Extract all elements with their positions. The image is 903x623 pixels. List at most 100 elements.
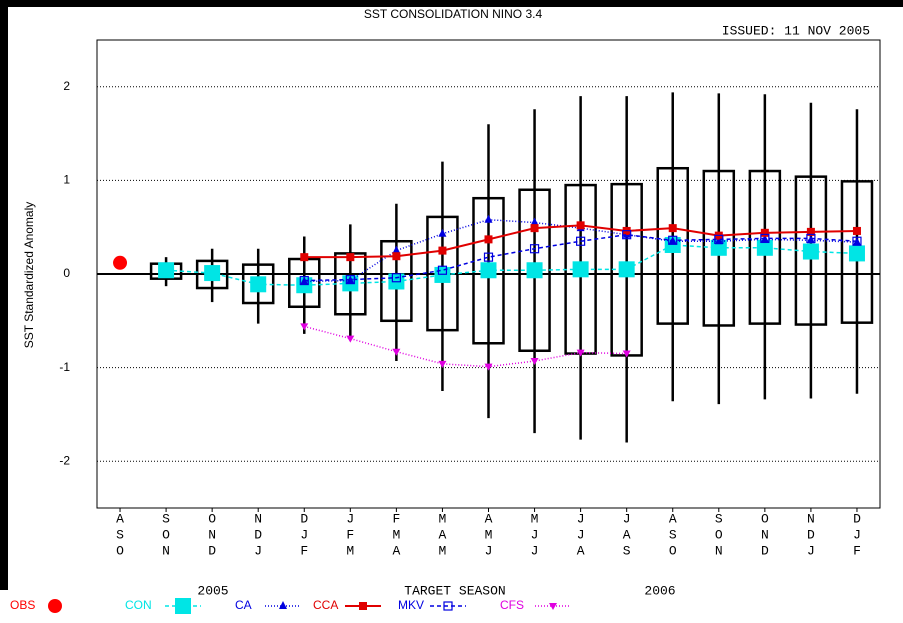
data-point (852, 236, 862, 246)
x-tick-label: D (761, 543, 769, 558)
x-tick-label: D (254, 527, 262, 542)
chart-title: SST CONSOLIDATION NINO 3.4 (364, 7, 543, 21)
data-point (714, 236, 723, 245)
x-tick-label: O (669, 543, 677, 558)
data-point (668, 224, 677, 233)
legend-marker (549, 603, 557, 610)
data-point (714, 234, 724, 244)
x-tick-label: M (531, 511, 539, 526)
data-point (438, 228, 447, 237)
x-tick-label: A (439, 527, 447, 542)
x-tick-label: J (346, 511, 354, 526)
legend-marker (48, 599, 62, 613)
data-point (806, 235, 815, 244)
data-point (760, 233, 770, 244)
y-tick-label: -1 (59, 360, 70, 374)
data-point (392, 245, 401, 254)
y-tick-label: 2 (63, 79, 70, 93)
data-point (299, 275, 309, 286)
year-label: 2005 (197, 583, 228, 598)
x-tick-label: D (208, 543, 216, 558)
x-tick-label: M (392, 527, 400, 542)
data-point (530, 217, 539, 226)
data-point (437, 265, 448, 275)
x-tick-label: O (162, 527, 170, 542)
data-point (530, 358, 539, 366)
data-point (250, 276, 267, 293)
x-tick-label: A (116, 511, 124, 526)
x-tick-label: F (300, 543, 308, 558)
x-tick-label: J (853, 527, 861, 542)
box (380, 239, 413, 323)
data-point (622, 230, 632, 240)
data-point (852, 226, 861, 235)
x-tick-label: M (346, 543, 354, 558)
legend-label: MKV (398, 598, 424, 612)
data-point (530, 224, 539, 233)
data-point (438, 246, 447, 255)
data-point (204, 265, 221, 282)
data-point (345, 275, 355, 285)
x-tick-label: J (577, 511, 585, 526)
data-point (158, 262, 175, 279)
data-point (576, 221, 585, 230)
x-tick-label: O (715, 527, 723, 542)
data-point (391, 273, 401, 283)
x-tick-label: J (485, 543, 493, 558)
data-point (483, 252, 494, 262)
x-tick-label: J (531, 527, 539, 542)
data-point (484, 214, 493, 223)
data-point (526, 262, 543, 279)
data-point (438, 360, 447, 368)
x-tick-label: N (208, 527, 216, 542)
x-tick-label: J (531, 543, 539, 558)
box (195, 259, 229, 290)
data-point (572, 261, 589, 278)
legend-label: CFS (500, 598, 524, 612)
x-tick-label: J (254, 543, 262, 558)
x-tick-label: J (300, 527, 308, 542)
data-point (392, 252, 401, 261)
x-tick-label: O (116, 543, 124, 558)
x-tick-label: S (669, 527, 677, 542)
x-tick-label: D (853, 511, 861, 526)
x-tick-label: M (439, 543, 447, 558)
x-tick-label: F (346, 527, 354, 542)
x-tick-label: O (761, 511, 769, 526)
data-point (806, 227, 815, 236)
y-tick-label: 0 (63, 266, 70, 280)
y-axis-title: SST Standardized Anomaly (22, 202, 36, 349)
x-tick-label: O (208, 511, 216, 526)
top-border (0, 0, 903, 7)
data-point (346, 253, 355, 262)
data-point (668, 235, 678, 245)
year-label: 2006 (644, 583, 675, 598)
x-tick-label: M (485, 527, 493, 542)
x-tick-label: F (392, 511, 400, 526)
x-tick-label: M (439, 511, 447, 526)
data-point (802, 243, 819, 260)
data-point (618, 261, 635, 278)
x-tick-label: F (853, 543, 861, 558)
box (748, 169, 782, 325)
data-point (484, 235, 493, 244)
data-point (392, 348, 401, 356)
legend-label: CON (125, 598, 152, 612)
x-tick-label: N (162, 543, 170, 558)
legend-label: OBS (10, 598, 35, 612)
data-point (434, 266, 451, 283)
data-point (484, 363, 493, 371)
x-tick-label: N (807, 511, 815, 526)
y-tick-label: 1 (63, 173, 70, 187)
x-tick-label: A (485, 511, 493, 526)
x-tick-label: S (116, 527, 124, 542)
data-point (760, 228, 769, 237)
y-tick-label: -2 (59, 453, 70, 467)
x-tick-label: D (807, 527, 815, 542)
left-border (0, 0, 8, 590)
x-tick-label: A (392, 543, 400, 558)
x-tick-label: J (623, 511, 631, 526)
data-point (622, 350, 631, 358)
data-point (852, 237, 861, 246)
